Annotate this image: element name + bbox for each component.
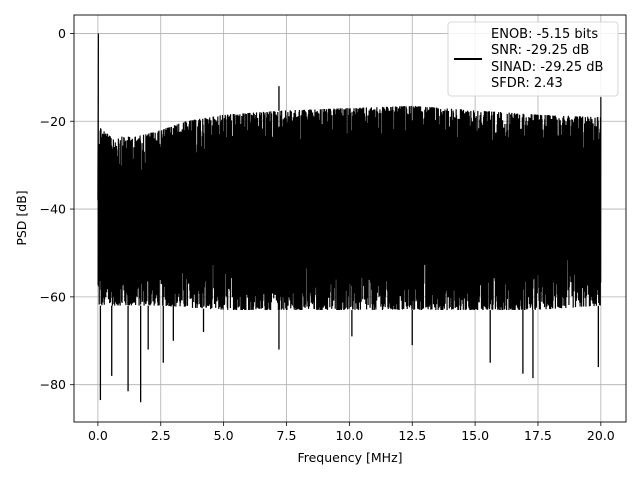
x-tick-label: 10.0: [335, 428, 363, 443]
ticks: 0.0 2.5 5.0 7.5 10.0 12.5 15.0 17.5 20.0 0 −20 −40 −…: [40, 26, 615, 443]
legend-box: [447, 21, 619, 97]
series-group: [97, 33, 602, 403]
legend-line-enob: ENOB: -5.15 bits: [491, 27, 598, 42]
y-tick-label: −20: [40, 114, 66, 129]
x-tick-label: 2.5: [151, 428, 171, 443]
x-axis-label: Frequency [MHz]: [297, 450, 402, 465]
legend-line-snr: SNR: -29.25 dB: [491, 43, 589, 58]
x-tick-label: 17.5: [524, 428, 552, 443]
y-axis-label: PSD [dB]: [14, 190, 29, 245]
y-tick-label: −60: [40, 289, 66, 304]
x-tick-label: 15.0: [461, 428, 489, 443]
y-tick-label: 0: [58, 26, 66, 41]
psd-trace: [97, 33, 602, 311]
legend-line-sfdr: SFDR: 2.43: [491, 76, 563, 91]
y-tick-label: −80: [40, 377, 66, 392]
x-tick-label: 5.0: [214, 428, 234, 443]
x-tick-label: 12.5: [398, 428, 426, 443]
x-tick-label: 7.5: [277, 428, 297, 443]
x-tick-label: 0.0: [88, 428, 108, 443]
plot-frame: [73, 14, 627, 423]
x-tick-label: 20.0: [587, 428, 615, 443]
y-tick-label: −40: [40, 202, 66, 217]
legend: ENOB: -5.15 bits SNR: -29.25 dB SINAD: -…: [447, 21, 619, 97]
legend-line-sinad: SINAD: -29.25 dB: [491, 60, 603, 75]
